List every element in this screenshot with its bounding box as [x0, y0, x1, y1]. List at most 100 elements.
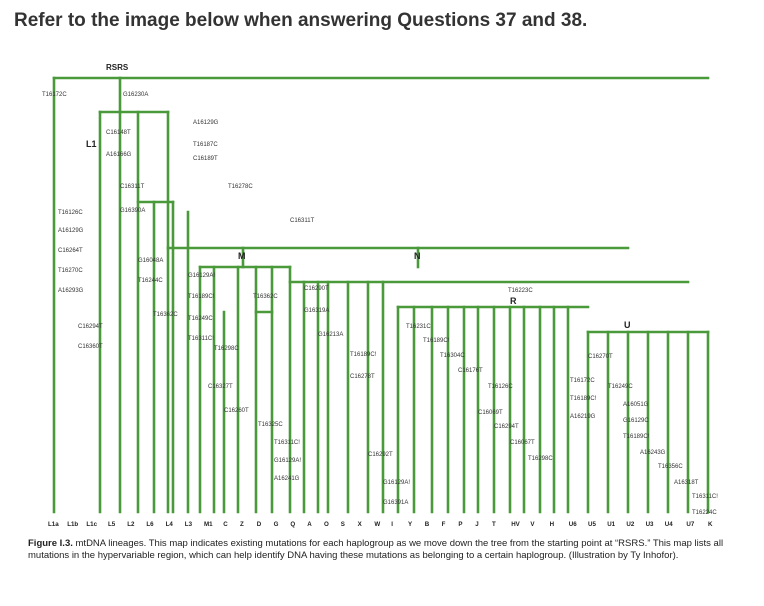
- clade-labels: RSRS L1 M N R U: [86, 63, 631, 330]
- haplogroup-label-a: A: [307, 521, 312, 528]
- haplogroup-label-hv: HV: [511, 521, 520, 528]
- mutation-label: G16048A: [138, 258, 163, 264]
- haplogroup-label-q: Q: [290, 521, 295, 528]
- haplogroup-label-w: W: [374, 521, 380, 528]
- mutation-label: A16241G: [274, 476, 300, 482]
- haplogroup-label-l2: L2: [127, 521, 135, 528]
- mutation-label: A16051G: [623, 402, 649, 408]
- haplogroup-label-m1: M1: [204, 521, 213, 528]
- mutation-label: C16264T: [58, 248, 83, 254]
- mutation-label: T16189C!: [570, 396, 597, 402]
- mutation-label: T16249C: [608, 384, 633, 390]
- haplogroup-label-d: D: [257, 521, 262, 528]
- figure-caption: Figure I.3. mtDNA lineages. This map ind…: [28, 538, 748, 562]
- mutation-label: G16129A!: [188, 273, 215, 279]
- mutation-label: G16129C: [623, 418, 649, 424]
- mutation-label: G16129A!: [383, 480, 410, 486]
- haplogroup-label-s: S: [341, 521, 345, 528]
- mutation-label: C16270T: [588, 354, 613, 360]
- haplogroup-label-i: I: [391, 521, 393, 528]
- mutation-label: C16311T: [120, 184, 145, 190]
- mutation-label: T16189C!: [350, 352, 377, 358]
- mtdna-lineage-tree: T16172C G16230A C16148T A16166G A16129G …: [28, 52, 748, 532]
- mutation-label: T16172C: [42, 92, 67, 98]
- mutation-label: T16298C: [528, 456, 553, 462]
- mutation-label: A16243G: [640, 450, 666, 456]
- haplogroup-label-l3: L3: [185, 521, 193, 528]
- mutation-label: C16260T: [224, 408, 249, 414]
- mutation-label: T16126C: [58, 210, 83, 216]
- mutation-label: T16189C!: [188, 294, 215, 300]
- mutation-label: C16292T: [368, 452, 393, 458]
- haplogroup-label-l5: L5: [108, 521, 116, 528]
- haplogroup-label-l1a: L1a: [48, 521, 59, 528]
- mutation-label: C16067T: [510, 440, 535, 446]
- haplogroup-label-u1: U1: [607, 521, 615, 528]
- haplogroup-label-o: O: [324, 521, 329, 528]
- mutation-label: T16362C: [253, 294, 278, 300]
- mutation-label: T16325C: [258, 422, 283, 428]
- mutation-label: T16249C: [188, 316, 213, 322]
- haplogroup-label-y: Y: [408, 521, 413, 528]
- haplogroup-label-u5: U5: [588, 521, 596, 528]
- mutation-label: T16126C: [488, 384, 513, 390]
- haplogroup-label-u3: U3: [646, 521, 654, 528]
- mutation-labels: T16172C G16230A C16148T A16166G A16129G …: [42, 92, 718, 516]
- mutation-label: C16327T: [208, 384, 233, 390]
- mutation-label: T16223C: [508, 288, 533, 294]
- mutation-label: C16189T: [193, 156, 218, 162]
- mutation-label: T16278C: [228, 184, 253, 190]
- mutation-label: C16294T: [494, 424, 519, 430]
- tree-branches: [52, 76, 710, 514]
- mutation-label: A16318T: [674, 480, 699, 486]
- haplogroup-label-j: J: [475, 521, 479, 528]
- mutation-label: T16311C!: [274, 440, 300, 446]
- mutation-label: T16356C: [658, 464, 683, 470]
- clade-label-m: M: [238, 251, 246, 261]
- haplogroup-labels: L1a L1b L1c L5 L2 L6 L4 L3 M1 C Z D G Q A O S X W I Y B F P J T HV…: [48, 521, 713, 528]
- haplogroup-label-g: G: [274, 521, 279, 528]
- caption-label: Figure I.3.: [28, 538, 73, 549]
- mutation-label: T16270C: [58, 268, 83, 274]
- mutation-label: T16231C: [406, 324, 431, 330]
- mutation-label: C16148T: [106, 130, 131, 136]
- page-heading: Refer to the image below when answering …: [14, 10, 588, 31]
- haplogroup-label-l4: L4: [166, 521, 174, 528]
- haplogroup-label-b: B: [425, 521, 430, 528]
- mutation-label: G16129A!: [274, 458, 301, 464]
- mutation-label: T16172C: [570, 378, 595, 384]
- mutation-label: A16129G: [58, 228, 84, 234]
- tree-svg: T16172C G16230A C16148T A16166G A16129G …: [42, 63, 718, 528]
- mutation-label: C16069T: [478, 410, 503, 416]
- mutation-label: A16129G: [193, 120, 219, 126]
- haplogroup-label-l6: L6: [146, 521, 154, 528]
- mutation-label: A16219G: [570, 414, 596, 420]
- haplogroup-label-h: H: [550, 521, 555, 528]
- mutation-label: G16230A: [123, 92, 148, 98]
- clade-label-l1: L1: [86, 139, 97, 149]
- haplogroup-label-f: F: [442, 521, 446, 528]
- clade-label-u: U: [624, 320, 631, 330]
- haplogroup-label-l1c: L1c: [86, 521, 97, 528]
- mutation-label: T16189C!: [423, 338, 450, 344]
- root-label: RSRS: [106, 63, 129, 72]
- haplogroup-label-l1b: L1b: [67, 521, 78, 528]
- mutation-label: T16304C: [440, 353, 465, 359]
- caption-text: mtDNA lineages. This map indicates exist…: [28, 538, 724, 561]
- mutation-label: C16278T: [350, 374, 375, 380]
- mutation-label: G16319A: [304, 308, 329, 314]
- haplogroup-label-t: T: [492, 521, 496, 528]
- haplogroup-label-p: P: [458, 521, 462, 528]
- haplogroup-label-x: X: [358, 521, 363, 528]
- mutation-label: C16294T: [78, 324, 103, 330]
- haplogroup-label-v: V: [530, 521, 535, 528]
- mutation-label: T16298C: [214, 346, 239, 352]
- mutation-label: T16311C!: [692, 494, 718, 500]
- haplogroup-label-z: Z: [240, 521, 244, 528]
- mutation-label: A16293G: [58, 288, 84, 294]
- mutation-label: C16290T: [304, 286, 329, 292]
- mutation-label: G16390A: [120, 208, 145, 214]
- mutation-label: T16362C: [153, 312, 178, 318]
- mutation-label: T16189C!: [623, 434, 650, 440]
- haplogroup-label-u6: U6: [569, 521, 577, 528]
